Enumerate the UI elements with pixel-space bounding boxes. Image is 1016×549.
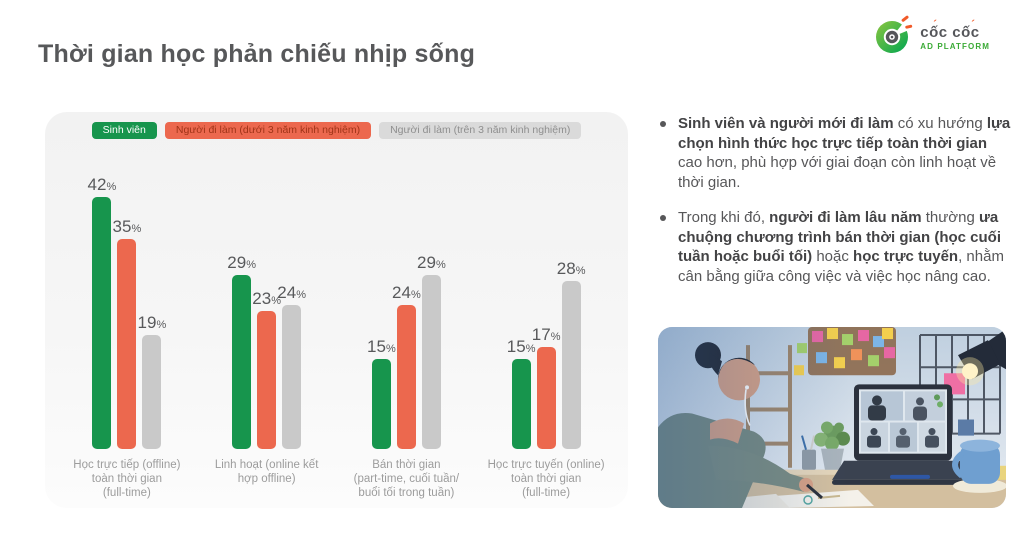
legend-pill: Người đi làm (dưới 3 năm kinh nghiệm) [164,122,372,139]
legend-pill: Sinh viên [91,122,157,139]
bar-groups: 42% 35% 19% Học trực tiếp (offline) toàn thờ… [57,162,616,500]
bar [421,275,441,449]
bar-value-label: 35% [112,217,142,236]
chart-legend: Sinh viên Người đi làm (dưới 3 năm kinh n… [45,112,628,139]
logo-wordmark: cốc cốc [920,24,980,42]
category-label: Học trực tiếp (offline) toàn thời gian (fu… [73,459,181,499]
logo-accent-mark: ´ [933,19,937,32]
legend-pill: Người đi làm (trên 3 năm kinh nghiệm) [379,122,582,139]
bar-value-label: 29% [417,253,446,272]
bar [561,281,581,449]
bar-value-label: 19% [137,313,167,332]
bar [142,335,162,449]
bar-group: 42% 35% 19% Học trực tiếp (offline) toàn thờ… [57,162,197,500]
bar [92,197,112,449]
bar [232,275,252,449]
bar [282,305,302,449]
bar-value-label: 29% [227,253,256,272]
coccoc-logo-icon [873,15,913,60]
bar-value-label: 17% [531,325,561,344]
category-label: Linh hoạt (online kết hợp offline) [214,459,319,485]
study-photo [658,327,1006,508]
insight-list: Sinh viên và người mới đi làm có xu hướn… [655,114,1011,302]
bar-value-label: 15% [506,337,536,356]
coccoc-logo: ´ ´ cốc cốc AD PLATFORM [873,15,990,60]
insight-item: Sinh viên và người mới đi làm có xu hướn… [655,114,1011,192]
bullet-dot [660,215,666,221]
bar-value-label: 15% [367,337,396,356]
logo-subtitle: AD PLATFORM [920,41,990,51]
bullet-dot [660,121,666,127]
page-title: Thời gian học phản chiếu nhịp sống [38,40,476,68]
logo-accent-mark: ´ [971,19,975,32]
category-label: Học trực tuyến (online) toàn thời gian (fu… [487,459,605,499]
bar-group: 15% 24% 29% Bán thời gian (part-time, cuối t… [337,162,477,500]
bar-value-label: 23% [252,289,281,308]
bar [396,305,416,449]
bar-value-label: 28% [556,259,586,278]
chart-panel: Sinh viên Người đi làm (dưới 3 năm kinh n… [45,112,628,508]
bar [511,359,531,449]
bar-value-label: 42% [87,175,117,194]
bar-value-label: 24% [277,283,306,302]
bar-group: 29% 23% 24% Linh hoạt (online kết hợp offlin… [197,162,337,500]
bar-value-label: 24% [392,283,421,302]
bar [257,311,277,449]
insight-item: Trong khi đó, người đi làm lâu năm thườn… [655,208,1011,286]
bar [117,239,137,449]
bar [371,359,391,449]
bar-group: 15% 17% 28% Học trực tuyến (online) toàn thờ… [476,162,616,500]
bar [536,347,556,449]
category-label: Bán thời gian (part-time, cuối tuần/buổi … [353,459,460,499]
